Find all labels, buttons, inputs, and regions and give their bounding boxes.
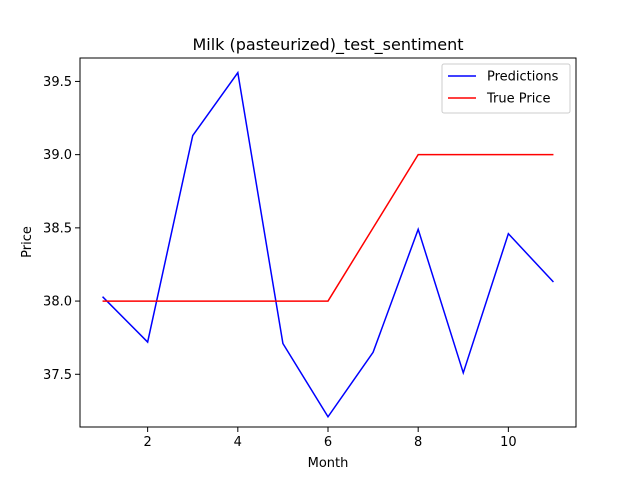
series-line-true-price xyxy=(102,153,554,302)
series-line-predictions xyxy=(102,70,554,419)
x-tick-label: 8 xyxy=(414,435,422,450)
y-axis-label: Price xyxy=(20,226,35,258)
chart-title: Milk (pasteurized)_test_sentiment xyxy=(192,35,463,55)
y-tick-label: 38.5 xyxy=(43,221,72,236)
x-axis-label: Month xyxy=(308,456,349,471)
axis-ticks: 2 4 6 8 10 37.5 38.0 38.5 39.0 39.5 xyxy=(43,75,517,450)
y-tick-label: 39.5 xyxy=(43,75,72,90)
legend: Predictions True Price xyxy=(441,63,571,114)
x-tick-label: 6 xyxy=(324,435,332,450)
x-tick-label: 2 xyxy=(143,435,151,450)
legend-label: Predictions xyxy=(487,70,559,85)
y-tick-label: 39.0 xyxy=(43,148,72,163)
y-tick-label: 38.0 xyxy=(43,295,72,310)
x-tick-label: 4 xyxy=(234,435,242,450)
y-tick-label: 37.5 xyxy=(43,368,72,383)
legend-label: True Price xyxy=(486,92,550,107)
x-tick-label: 10 xyxy=(500,435,517,450)
series-lines xyxy=(102,70,554,419)
